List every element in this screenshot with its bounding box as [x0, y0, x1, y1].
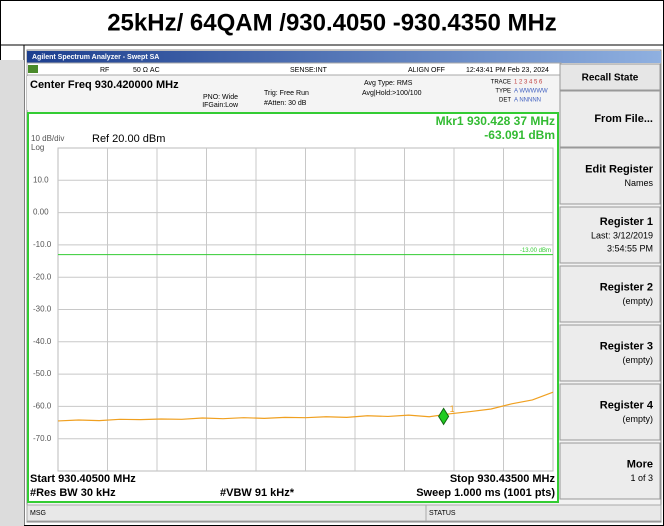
softkey[interactable] — [559, 383, 661, 441]
softkey-text: (empty) — [622, 296, 653, 306]
window-titlebar — [27, 51, 661, 63]
type-label: TYPE — [495, 89, 511, 95]
marker-readout: -63.091 dBm — [484, 128, 555, 142]
display-line-label: -13.00 dBm — [520, 248, 551, 254]
softkey-text: Edit Register — [585, 163, 654, 175]
softkey[interactable] — [559, 265, 661, 323]
softkey-title-box — [559, 63, 661, 91]
softkey-text: Last: 3/12/2019 — [591, 230, 653, 240]
window-title: Agilent Spectrum Analyzer - Swept SA — [32, 54, 159, 61]
det-label: DET — [499, 98, 511, 104]
atten: #Atten: 30 dB — [264, 100, 307, 107]
settings-panel — [27, 76, 560, 110]
softkey-text: Register 1 — [600, 216, 653, 228]
left-strip — [0, 60, 24, 526]
status-icon — [28, 65, 38, 73]
det-vals: A NNNNN — [514, 98, 541, 104]
y-tick-label: -40.0 — [33, 337, 52, 346]
start-freq: Start 930.40500 MHz — [30, 473, 136, 485]
ref-level: Ref 20.00 dBm — [92, 133, 165, 145]
trace — [57, 391, 554, 422]
softkey-text: Register 4 — [600, 399, 654, 411]
graph-area — [27, 112, 559, 503]
marker — [438, 407, 450, 426]
softkey-text: Register 2 — [600, 281, 653, 293]
marker-label: 1 — [450, 404, 455, 414]
scale: 10 dB/div — [31, 134, 64, 143]
type-vals: A WWWWW — [514, 89, 548, 95]
y-tick-label: -70.0 — [33, 434, 52, 443]
avg-hold: Avg|Hold:>100/100 — [362, 90, 422, 97]
softkey[interactable] — [559, 90, 661, 148]
msg: MSG — [30, 510, 46, 517]
softkey-text: Names — [624, 178, 653, 188]
y-tick-label: -20.0 — [33, 272, 52, 281]
status: STATUS — [429, 510, 456, 517]
y-tick-label: -60.0 — [33, 402, 52, 411]
softkey[interactable] — [559, 324, 661, 382]
softkey-text: (empty) — [622, 355, 653, 365]
y-tick-label: -50.0 — [33, 369, 52, 378]
softkey[interactable] — [559, 147, 661, 205]
status-bar — [26, 504, 662, 522]
softkey-text: (empty) — [622, 414, 653, 424]
marker-readout: Mkr1 930.428 37 MHz — [436, 114, 555, 128]
y-tick-label: 0.00 — [33, 208, 49, 217]
center-freq: Center Freq 930.420000 MHz — [30, 79, 179, 91]
softkey-title: Recall State — [582, 73, 639, 84]
rf: RF — [100, 67, 109, 74]
pno: PNO: Wide — [203, 94, 238, 101]
y-tick-label: -30.0 — [33, 305, 52, 314]
scale-type: Log — [31, 143, 44, 152]
vbw: #VBW 91 kHz* — [220, 487, 295, 499]
softkey-text: 3:54:55 PM — [607, 243, 653, 253]
page-title: 25kHz/ 64QAM /930.4050 -930.4350 MHz — [107, 9, 557, 36]
softkey-text: From File... — [594, 113, 653, 125]
softkey[interactable] — [559, 206, 661, 264]
softkey[interactable] — [559, 442, 661, 500]
sense: SENSE:INT — [290, 67, 328, 74]
stop-freq: Stop 930.43500 MHz — [450, 473, 556, 485]
sweep: Sweep 1.000 ms (1001 pts) — [416, 487, 555, 499]
rbw: #Res BW 30 kHz — [30, 487, 116, 499]
y-tick-label: 10.0 — [33, 175, 49, 184]
trig: Trig: Free Run — [264, 90, 309, 97]
y-tick-label: -10.0 — [33, 240, 52, 249]
trace-nums: 1 2 3 4 5 6 — [514, 80, 543, 86]
align: ALIGN OFF — [408, 67, 445, 74]
softkey-text: Register 3 — [600, 340, 653, 352]
ifgain: IFGain:Low — [202, 102, 239, 109]
impedance: 50 Ω AC — [133, 67, 160, 74]
trace-label: TRACE — [491, 80, 511, 86]
softkey-text: More — [627, 458, 653, 470]
avg-type: Avg Type: RMS — [364, 80, 413, 87]
datetime: 12:43:41 PM Feb 23, 2024 — [466, 67, 549, 74]
softkey-text: 1 of 3 — [630, 473, 653, 483]
